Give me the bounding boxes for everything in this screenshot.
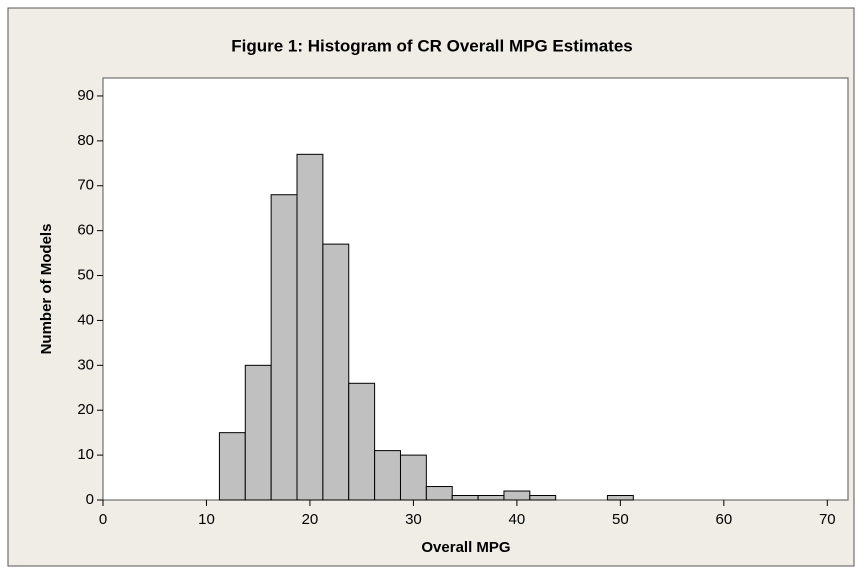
y-tick-label: 30 [77,356,94,373]
x-tick-label: 30 [405,511,422,528]
bar [270,194,298,501]
y-axis-label: Number of Models [38,224,55,355]
y-tick-label: 40 [77,311,94,328]
bar [296,153,324,501]
x-tick-label: 40 [509,511,526,528]
y-tick-label: 60 [77,222,94,239]
y-tick-label: 80 [77,132,94,149]
y-tick-label: 0 [86,491,94,508]
y-tick-label: 90 [77,87,94,104]
y-tick-label: 20 [77,401,94,418]
bar [322,243,350,501]
x-tick-label: 50 [612,511,629,528]
y-tick-label: 70 [77,177,94,194]
bar [451,495,479,501]
bar [477,495,505,501]
x-tick-label: 20 [302,511,319,528]
x-tick-label: 10 [198,511,215,528]
bar [606,495,634,501]
bar [503,490,531,501]
bar [244,364,272,501]
bar [529,495,557,501]
plot-area [102,77,849,501]
chart-title: Figure 1: Histogram of CR Overall MPG Es… [231,36,632,55]
x-axis-label: Overall MPG [421,539,510,556]
bar [348,382,376,501]
bar [425,486,453,501]
x-tick-label: 70 [819,511,836,528]
x-tick-label: 0 [99,511,107,528]
bar [374,450,401,501]
bar [218,432,246,501]
x-tick-label: 60 [715,511,732,528]
y-tick-label: 50 [77,267,94,284]
bar [399,454,427,501]
y-tick-label: 10 [77,446,94,463]
